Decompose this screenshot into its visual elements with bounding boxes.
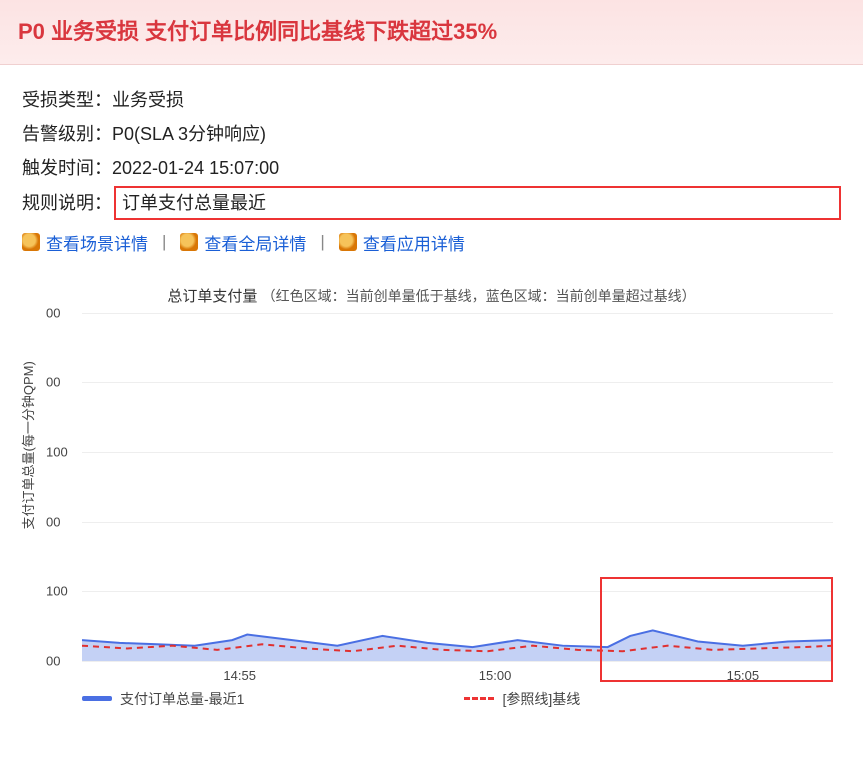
detail-icon [180,233,198,251]
chart-gridline [82,452,833,453]
alert-banner: P0 业务受损 支付订单比例同比基线下跌超过35% [0,0,863,65]
link-global-text[interactable]: 查看全局详情 [204,230,306,255]
separator: | [320,232,324,252]
chart-gridline [82,591,833,592]
chart-gridline [82,661,833,662]
legend-item-current: 支付订单总量-最近1 [82,689,244,709]
link-app[interactable]: 查看应用详情 [339,230,465,255]
chart-gridline [82,382,833,383]
chart-title-sub: （红色区域：当前创单量低于基线，蓝色区域：当前创单量超过基线） [262,288,696,304]
chart-ytick: 00 [46,653,60,668]
chart-xtick: 15:05 [727,668,760,683]
alert-title: P0 业务受损 支付订单比例同比基线下跌超过35% [18,14,845,46]
detail-label: 规则说明： [22,186,112,220]
detail-links: 查看场景详情 | 查看全局详情 | 查看应用详情 [0,224,863,267]
chart-ytick: 00 [46,514,60,529]
detail-row-rule: 规则说明： 订单支付总量最近 [22,186,841,220]
chart-container: 总订单支付量 （红色区域：当前创单量低于基线，蓝色区域：当前创单量超过基线） 支… [22,281,841,711]
detail-value: 2022-01-24 15:07:00 [112,151,279,185]
series-current-line [82,630,833,647]
chart-title: 总订单支付量 （红色区域：当前创单量低于基线，蓝色区域：当前创单量超过基线） [22,281,841,306]
chart-gridline [82,313,833,314]
detail-row-time: 触发时间： 2022-01-24 15:07:00 [22,151,841,185]
legend-label: 支付订单总量-最近1 [120,689,244,709]
link-global[interactable]: 查看全局详情 [180,230,306,255]
legend-label: [参照线]基线 [502,689,580,709]
chart-ytick: 00 [46,305,60,320]
detail-row-type: 受损类型： 业务受损 [22,83,841,117]
detail-icon [22,233,40,251]
detail-label: 告警级别： [22,117,112,151]
chart-ytick: 100 [46,444,68,459]
link-scene[interactable]: 查看场景详情 [22,230,148,255]
detail-row-level: 告警级别： P0(SLA 3分钟响应) [22,117,841,151]
alert-details: 受损类型： 业务受损 告警级别： P0(SLA 3分钟响应) 触发时间： 202… [0,65,863,224]
separator: | [162,232,166,252]
chart-ylabel: 支付订单总量(每一分钟QPM) [18,361,37,529]
chart-legend: 支付订单总量-最近1 [参照线]基线 [82,683,833,709]
detail-value: 业务受损 [112,83,184,117]
legend-swatch-red [464,697,494,700]
chart-xtick: 15:00 [479,668,512,683]
detail-label: 受损类型： [22,83,112,117]
link-scene-text[interactable]: 查看场景详情 [46,230,148,255]
chart-series-svg [82,313,833,661]
chart-title-main: 总订单支付量 [167,288,257,305]
chart-ytick: 100 [46,584,68,599]
chart-plot: 0010000100000014:5515:0015:05 [82,313,833,661]
chart-ytick: 00 [46,375,60,390]
rule-highlight-box: 订单支付总量最近 [114,186,841,220]
chart-gridline [82,522,833,523]
detail-label: 触发时间： [22,151,112,185]
link-app-text[interactable]: 查看应用详情 [363,230,465,255]
legend-item-baseline: [参照线]基线 [464,689,580,709]
detail-value: P0(SLA 3分钟响应) [112,117,266,151]
chart-xtick: 14:55 [223,668,256,683]
detail-icon [339,233,357,251]
legend-swatch-blue [82,696,112,701]
